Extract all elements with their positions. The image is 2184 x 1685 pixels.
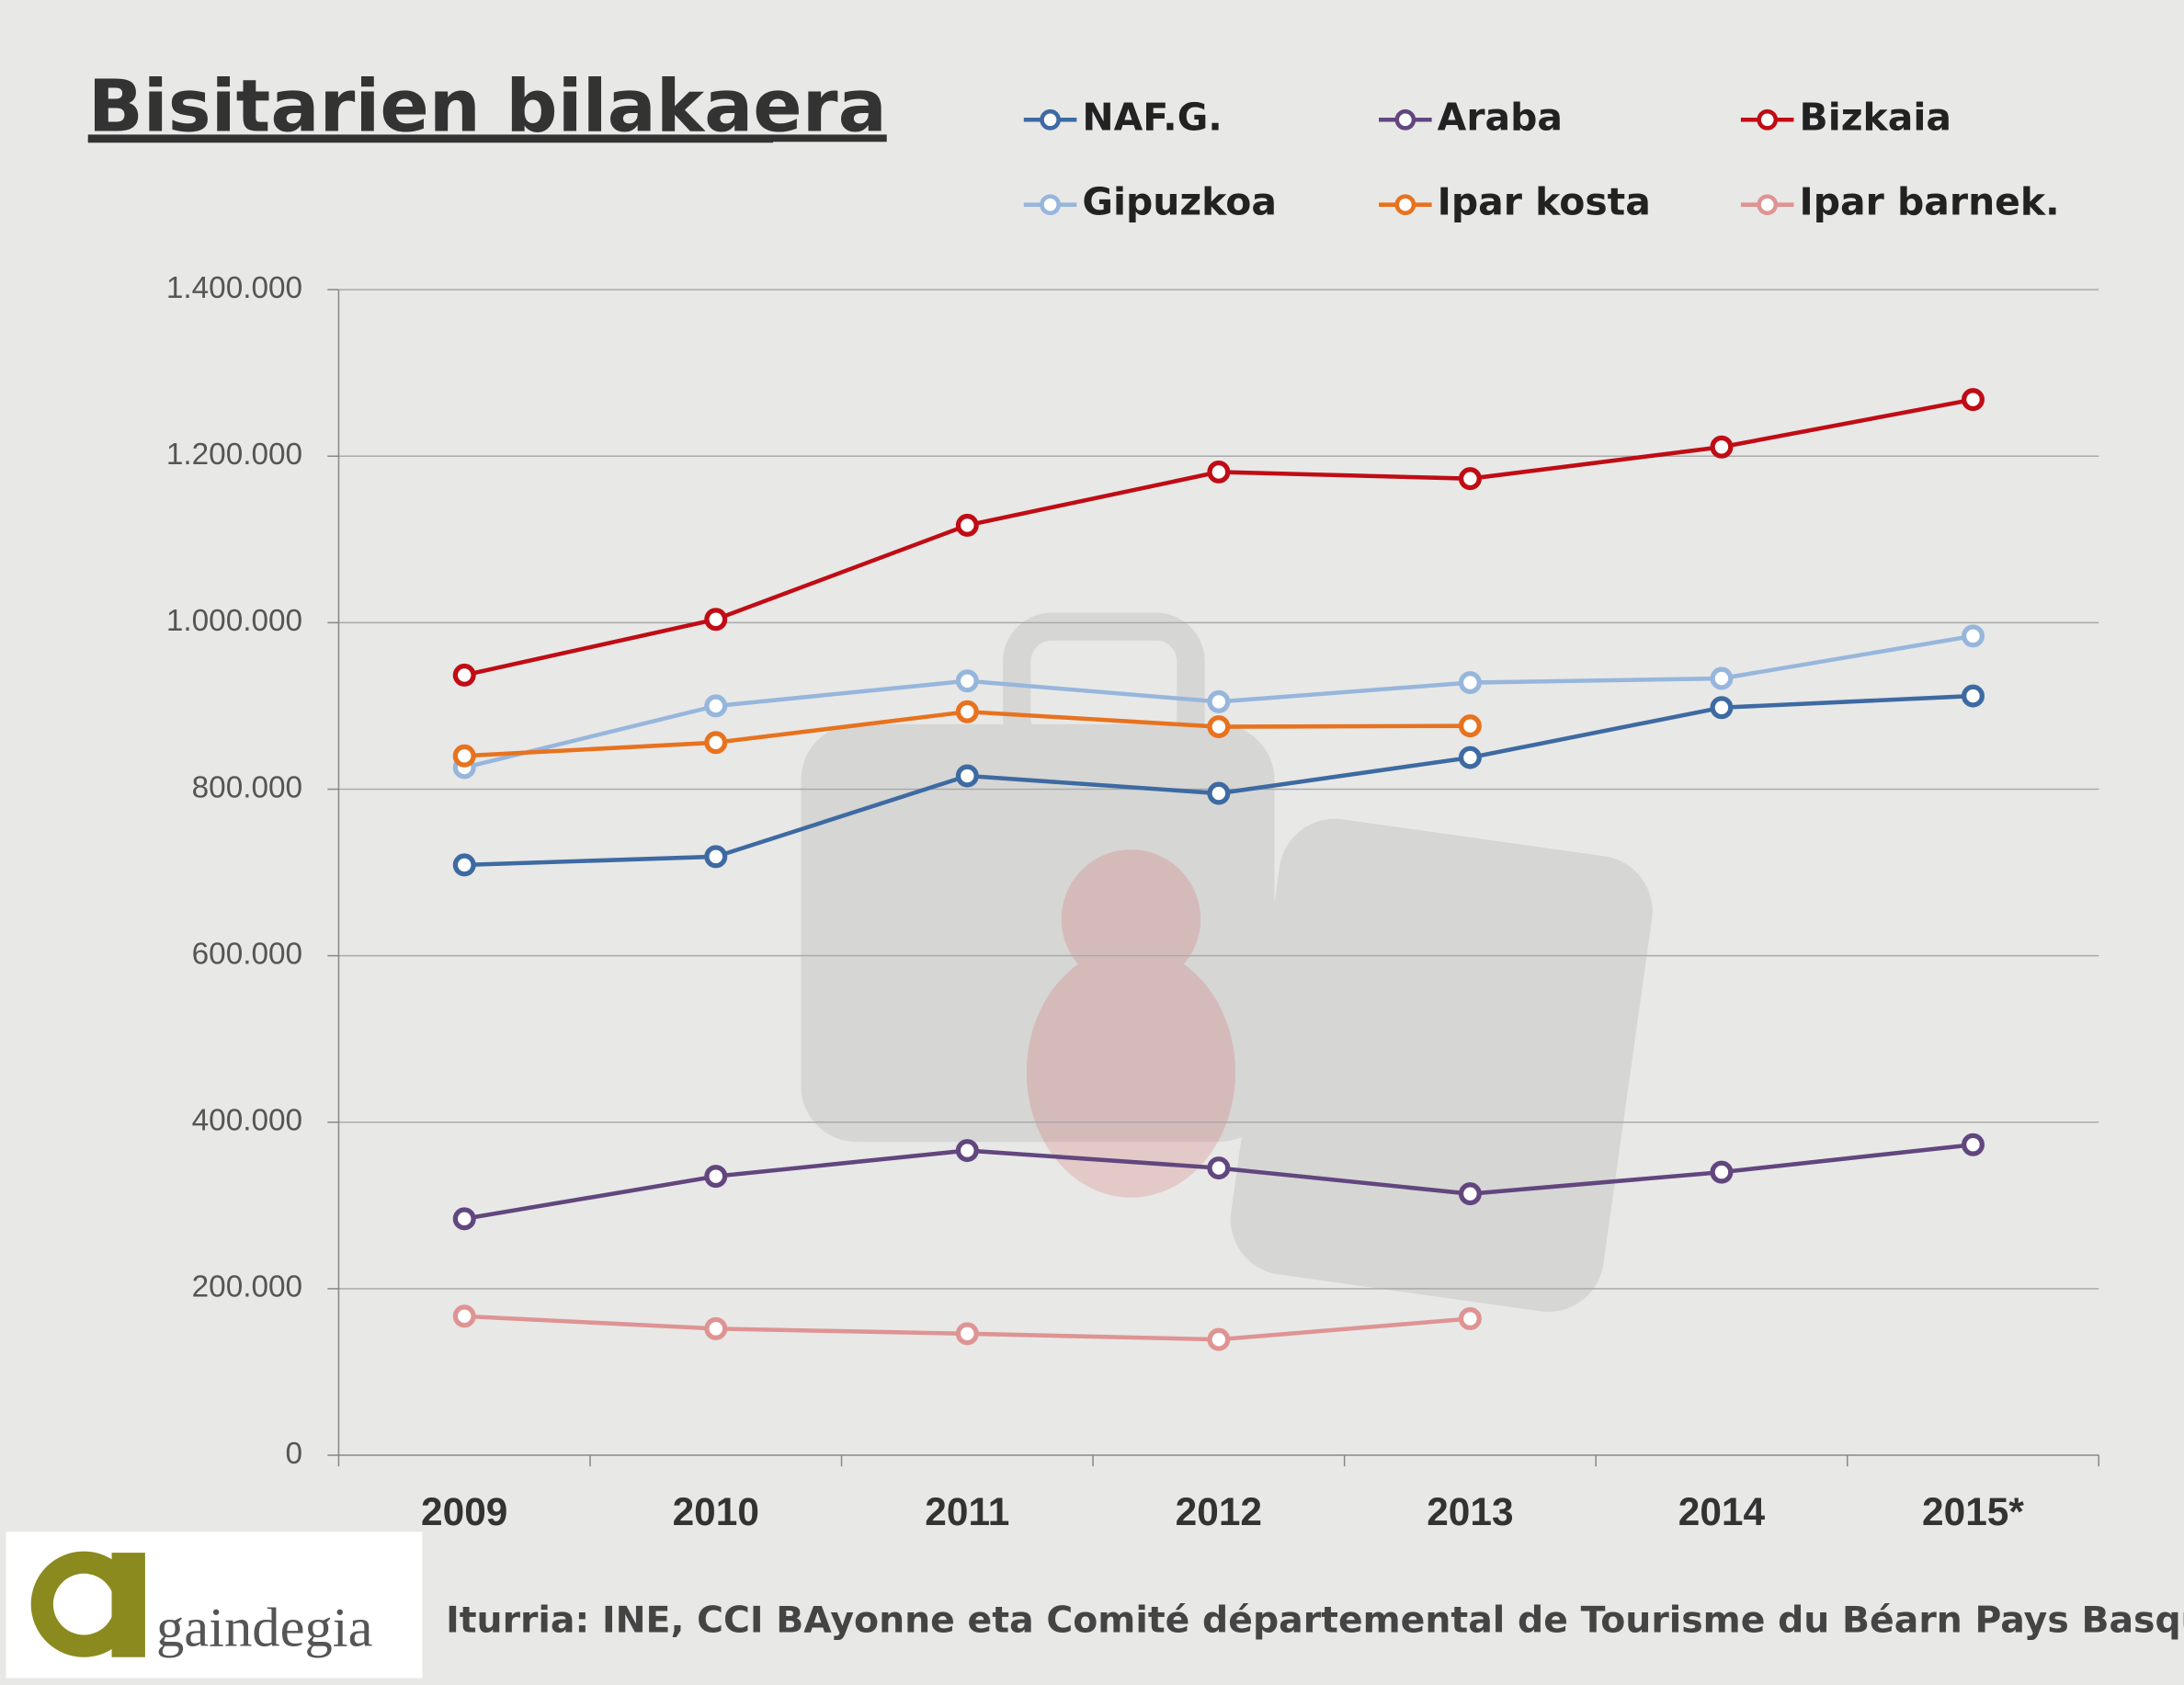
data-point bbox=[955, 669, 979, 693]
legend-label: Ipar barnek. bbox=[1800, 180, 2060, 224]
legend-swatch bbox=[1040, 194, 1061, 216]
x-tick-label: 2011 bbox=[925, 1490, 1009, 1533]
data-point bbox=[452, 663, 476, 687]
y-tick-label: 400.000 bbox=[192, 1104, 302, 1138]
data-point bbox=[1207, 715, 1231, 739]
data-point bbox=[1710, 435, 1734, 459]
data-point bbox=[955, 1139, 979, 1163]
logo-text: gaindegia bbox=[156, 1598, 373, 1659]
background-illustration bbox=[801, 612, 1653, 1313]
data-point bbox=[452, 853, 476, 877]
y-tick-label: 1.200.000 bbox=[166, 438, 302, 472]
data-point bbox=[452, 1207, 476, 1231]
data-point bbox=[1207, 1327, 1231, 1351]
y-tick-label: 800.000 bbox=[192, 770, 302, 804]
data-point bbox=[955, 513, 979, 537]
data-point bbox=[1961, 684, 1985, 708]
y-tick-label: 1.000.000 bbox=[166, 604, 302, 638]
data-point bbox=[1207, 460, 1231, 484]
data-point bbox=[452, 1304, 476, 1328]
data-point bbox=[1458, 467, 1482, 491]
data-point bbox=[704, 694, 728, 718]
data-point bbox=[955, 764, 979, 788]
data-point bbox=[955, 700, 979, 723]
data-point bbox=[1961, 388, 1985, 412]
data-point bbox=[1207, 1156, 1231, 1180]
legend-swatch bbox=[1757, 108, 1779, 131]
x-tick-label: 2009 bbox=[421, 1490, 507, 1533]
data-point bbox=[704, 845, 728, 869]
legend-swatch bbox=[1394, 194, 1416, 216]
data-point bbox=[1458, 746, 1482, 769]
data-point bbox=[955, 1322, 979, 1346]
legend-label: Gipuzkoa bbox=[1082, 180, 1277, 224]
logo-mark bbox=[52, 1573, 115, 1635]
y-tick-label: 600.000 bbox=[192, 937, 302, 971]
y-tick-label: 200.000 bbox=[192, 1270, 302, 1304]
data-point bbox=[1710, 666, 1734, 690]
x-tick-label: 2015* bbox=[1922, 1490, 2024, 1533]
data-point bbox=[704, 1165, 728, 1189]
data-point bbox=[704, 731, 728, 755]
data-point bbox=[1961, 624, 1985, 648]
y-tick-label: 1.400.000 bbox=[166, 271, 302, 305]
chart-title: Bisitarien bilakaera bbox=[88, 63, 887, 148]
legend-label: Araba bbox=[1438, 95, 1563, 139]
data-point bbox=[704, 608, 728, 632]
x-tick-label: 2014 bbox=[1678, 1490, 1766, 1533]
legend-swatch bbox=[1757, 194, 1779, 216]
x-tick-label: 2012 bbox=[1176, 1490, 1262, 1533]
legend-swatch bbox=[1394, 108, 1416, 131]
legend-label: Ipar kosta bbox=[1438, 180, 1651, 224]
data-point bbox=[1207, 689, 1231, 713]
y-tick-label: 0 bbox=[286, 1437, 303, 1471]
legend-label: Bizkaia bbox=[1800, 95, 1951, 139]
data-point bbox=[1458, 714, 1482, 738]
legend-label: NAF.G. bbox=[1082, 95, 1222, 139]
data-point bbox=[1961, 1133, 1985, 1156]
data-point bbox=[1207, 781, 1231, 805]
data-point bbox=[1710, 696, 1734, 720]
data-point bbox=[1710, 1160, 1734, 1184]
logo-mark bbox=[111, 1553, 145, 1657]
person-illustration bbox=[1026, 849, 1236, 1198]
source-note: Iturria: INE, CCI BAyonne eta Comité dép… bbox=[446, 1599, 2184, 1641]
legend-swatch bbox=[1040, 108, 1061, 131]
data-point bbox=[1458, 1307, 1482, 1331]
x-tick-label: 2010 bbox=[673, 1490, 759, 1533]
data-point bbox=[704, 1316, 728, 1340]
data-point bbox=[1458, 1182, 1482, 1206]
x-tick-label: 2013 bbox=[1427, 1490, 1513, 1533]
data-point bbox=[1458, 671, 1482, 695]
data-point bbox=[452, 744, 476, 768]
